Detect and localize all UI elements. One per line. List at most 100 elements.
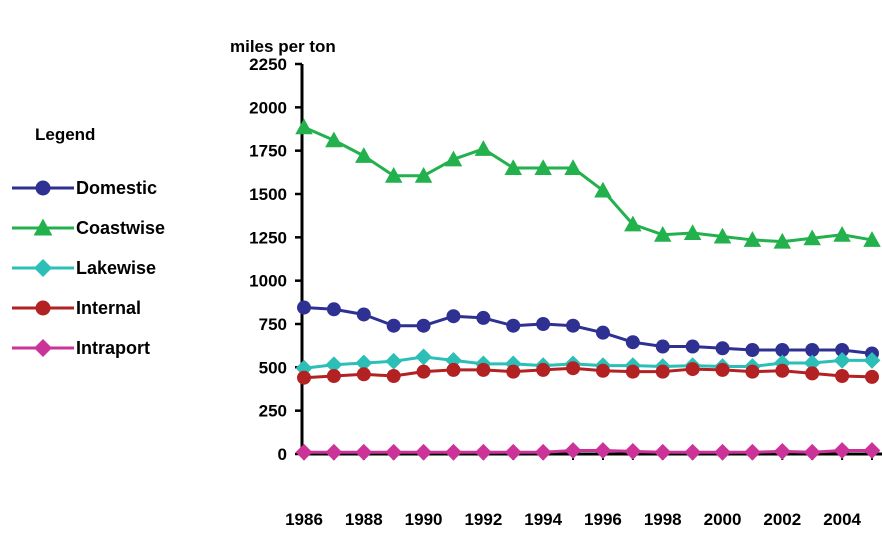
data-point-internal xyxy=(745,364,760,379)
y-axis-label: miles per ton xyxy=(230,37,336,56)
data-point-internal xyxy=(775,363,790,378)
data-point-domestic xyxy=(506,318,521,333)
data-point-domestic xyxy=(386,318,401,333)
data-point-coastwise xyxy=(325,131,343,148)
axes xyxy=(300,64,882,456)
x-tick-label: 1994 xyxy=(524,510,562,529)
data-point-domestic xyxy=(476,310,491,325)
data-point-internal xyxy=(595,363,610,378)
data-point-domestic xyxy=(835,343,850,357)
data-point-coastwise xyxy=(713,227,732,244)
data-point-intraport xyxy=(534,443,552,461)
x-tick-label: 1988 xyxy=(345,510,383,529)
legend-marker-lakewise xyxy=(34,259,52,277)
data-point-intraport xyxy=(773,443,791,460)
data-point-coastwise xyxy=(474,140,493,156)
legend-item-intraport: Intraport xyxy=(12,338,150,358)
y-tick-label: 0 xyxy=(278,445,287,464)
data-point-intraport xyxy=(295,443,313,461)
data-point-internal xyxy=(416,364,431,379)
data-point-lakewise xyxy=(833,352,851,369)
data-point-internal xyxy=(356,367,371,382)
data-point-coastwise xyxy=(653,225,672,242)
data-point-internal xyxy=(297,370,311,385)
legend-item-coastwise: Coastwise xyxy=(12,218,165,238)
data-point-intraport xyxy=(445,443,462,461)
data-point-intraport xyxy=(684,443,702,461)
data-point-domestic xyxy=(775,343,790,357)
y-tick-label: 1500 xyxy=(249,185,287,204)
data-point-coastwise xyxy=(773,232,792,249)
data-point-internal xyxy=(865,369,879,384)
data-point-internal xyxy=(625,364,640,379)
data-point-coastwise xyxy=(355,147,373,163)
data-point-intraport xyxy=(594,442,612,459)
series-intraport xyxy=(295,442,881,461)
legend-item-lakewise: Lakewise xyxy=(12,258,156,278)
data-point-internal xyxy=(446,362,461,377)
data-point-domestic xyxy=(745,343,760,357)
data-point-internal xyxy=(506,364,521,379)
data-point-intraport xyxy=(355,443,373,461)
data-point-domestic xyxy=(715,341,730,356)
data-point-internal xyxy=(685,362,700,377)
x-tick-label: 1996 xyxy=(584,510,622,529)
data-point-coastwise xyxy=(504,159,523,175)
data-point-internal xyxy=(715,362,730,377)
data-point-internal xyxy=(566,361,581,376)
data-point-coastwise xyxy=(564,159,582,175)
x-tick-label: 1990 xyxy=(405,510,443,529)
data-point-domestic xyxy=(685,339,700,354)
x-tick-label: 2002 xyxy=(763,510,801,529)
series-line-coastwise xyxy=(303,125,873,244)
data-point-internal xyxy=(655,364,670,379)
data-point-internal xyxy=(476,362,491,377)
legend-marker-intraport xyxy=(34,339,52,357)
data-point-lakewise xyxy=(415,348,432,366)
data-point-domestic xyxy=(595,325,610,340)
data-point-domestic xyxy=(356,307,371,322)
y-tick-label: 2000 xyxy=(249,98,287,117)
series-internal xyxy=(297,361,879,385)
data-point-coastwise xyxy=(683,224,702,240)
data-point-coastwise xyxy=(803,229,821,246)
data-point-intraport xyxy=(654,443,672,461)
data-point-internal xyxy=(326,369,341,383)
legend: Domestic Coastwise Lakewise Internal Intrapo… xyxy=(12,178,165,358)
data-point-coastwise xyxy=(833,225,851,242)
legend-label-intraport: Intraport xyxy=(76,338,150,358)
data-point-intraport xyxy=(803,443,821,461)
x-tick-label: 2004 xyxy=(823,510,861,529)
data-point-coastwise xyxy=(444,150,463,167)
data-point-intraport xyxy=(714,443,731,461)
data-point-coastwise xyxy=(534,159,552,175)
data-point-intraport xyxy=(385,443,403,461)
data-point-domestic xyxy=(566,318,581,333)
x-tick-label: 1998 xyxy=(644,510,682,529)
x-ticks: 1986 1988 1990 1992 1994 1996 1998 2000 2002 2004 xyxy=(285,454,873,529)
x-tick-label: 1992 xyxy=(464,510,502,529)
legend-label-coastwise: Coastwise xyxy=(76,218,165,238)
legend-marker-coastwise xyxy=(33,218,53,236)
data-point-internal xyxy=(536,362,551,377)
y-tick-label: 500 xyxy=(259,358,287,377)
legend-marker-domestic xyxy=(35,180,51,196)
legend-marker-internal xyxy=(35,300,51,316)
data-point-intraport xyxy=(564,442,582,459)
legend-item-domestic: Domestic xyxy=(12,178,157,198)
data-point-intraport xyxy=(833,442,851,459)
legend-label-internal: Internal xyxy=(76,298,141,318)
data-point-internal xyxy=(386,369,401,383)
y-ticks: 0 250 500 750 1000 1250 1500 1750 2000 2250 xyxy=(249,55,302,464)
data-point-internal xyxy=(805,366,820,381)
data-point-lakewise xyxy=(803,354,821,372)
y-tick-label: 750 xyxy=(259,315,287,334)
data-point-internal xyxy=(835,369,850,383)
y-tick-label: 1750 xyxy=(249,142,287,161)
data-point-lakewise xyxy=(863,352,881,369)
data-point-domestic xyxy=(625,335,640,350)
data-point-domestic xyxy=(805,343,820,357)
y-tick-label: 2250 xyxy=(249,55,287,74)
data-point-lakewise xyxy=(355,354,373,372)
